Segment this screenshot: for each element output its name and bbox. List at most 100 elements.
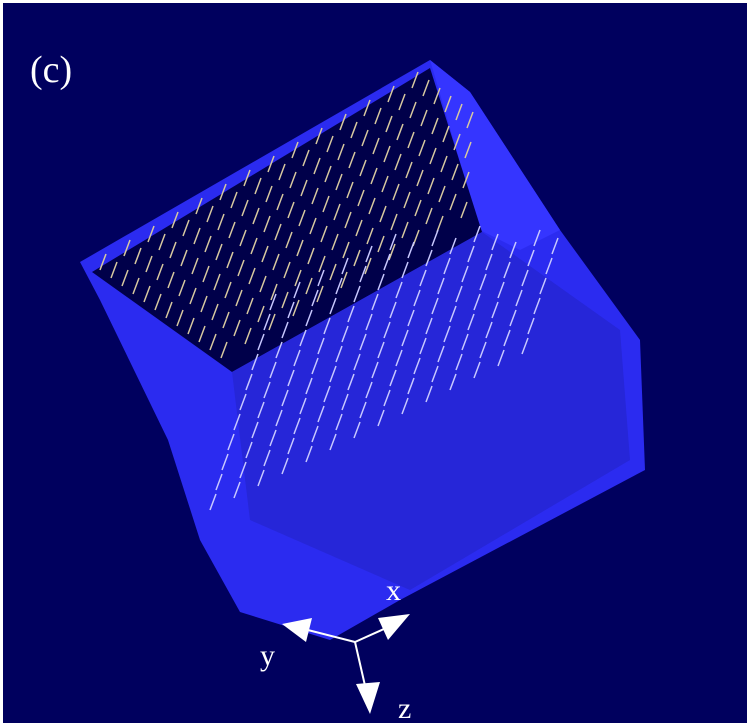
arrow — [392, 183, 400, 201]
arrow — [202, 265, 210, 283]
arrow — [527, 249, 535, 267]
arrow — [251, 421, 259, 439]
arrow — [409, 101, 417, 119]
arrow — [298, 209, 306, 227]
arrow — [287, 301, 295, 319]
arrow — [299, 329, 307, 347]
arrow — [248, 267, 256, 285]
arrow — [383, 389, 391, 407]
arrow — [425, 207, 433, 225]
y-axis-line — [299, 627, 356, 643]
arrow — [269, 293, 277, 311]
arrow — [309, 217, 317, 235]
arrow — [233, 481, 241, 499]
arrow — [275, 341, 283, 359]
arrow — [251, 353, 259, 371]
arrow — [419, 337, 427, 355]
arrow — [257, 333, 265, 351]
arrow — [245, 373, 253, 391]
arrow — [145, 255, 153, 273]
arrow — [132, 277, 140, 295]
arrow — [263, 215, 271, 233]
arrow — [143, 285, 151, 303]
arrow — [215, 243, 223, 261]
arrow — [353, 285, 361, 303]
arrow — [363, 99, 371, 117]
arrow — [305, 309, 313, 327]
arrow — [281, 321, 289, 339]
arrow — [521, 269, 529, 287]
arrow — [387, 85, 395, 103]
arrow — [491, 301, 499, 319]
arrow — [449, 237, 457, 255]
arrow — [227, 433, 235, 451]
arrow — [371, 293, 379, 311]
arrow — [443, 257, 451, 275]
axis-triad: x y z — [260, 574, 411, 725]
arrow — [291, 141, 299, 159]
arrow — [193, 227, 201, 245]
arrow — [395, 349, 403, 367]
arrow — [165, 301, 173, 319]
arrow — [206, 205, 214, 223]
z-arrowhead — [356, 682, 380, 714]
arrow — [396, 123, 404, 141]
arrow — [449, 193, 457, 211]
arrow — [347, 305, 355, 323]
arrow — [420, 109, 428, 127]
arrow — [407, 241, 415, 259]
arrow — [359, 265, 367, 283]
arrow — [372, 137, 380, 155]
arrow — [335, 413, 343, 431]
arrow — [374, 107, 382, 125]
arrow — [254, 177, 262, 195]
arrow — [209, 493, 217, 511]
arrow — [467, 313, 475, 331]
arrow — [403, 191, 411, 209]
arrow — [257, 401, 265, 419]
arrow — [401, 261, 409, 279]
arrow — [467, 245, 475, 263]
arrow — [431, 365, 439, 383]
arrow — [211, 303, 219, 321]
arrow — [313, 157, 321, 175]
arrow — [497, 281, 505, 299]
arrow — [366, 227, 374, 245]
arrow — [221, 453, 229, 471]
arrow — [394, 153, 402, 171]
x-arrowhead — [378, 614, 410, 640]
arrow — [154, 293, 162, 311]
arrow — [398, 93, 406, 111]
arrow — [171, 211, 179, 229]
arrow — [311, 289, 319, 307]
arrow — [274, 223, 282, 241]
arrow — [383, 145, 391, 163]
arrow — [455, 353, 463, 371]
arrow — [365, 245, 373, 263]
arrow — [381, 175, 389, 193]
arrow — [195, 197, 203, 215]
arrow — [437, 277, 445, 295]
arrow — [551, 237, 559, 255]
arrow — [315, 127, 323, 145]
arrow — [278, 163, 286, 181]
arrow — [241, 199, 249, 217]
arrow — [368, 197, 376, 215]
arrow — [473, 225, 481, 243]
arrow — [294, 269, 302, 287]
arrow — [293, 417, 301, 435]
arrow — [377, 409, 385, 427]
arrow — [307, 247, 315, 265]
arrow — [418, 139, 426, 157]
arrow — [341, 257, 349, 275]
arrow — [246, 297, 254, 315]
arrow — [357, 189, 365, 207]
arrow — [335, 277, 343, 295]
arrow — [296, 239, 304, 257]
arrow — [389, 233, 397, 251]
arrow — [353, 249, 361, 267]
arrow — [134, 247, 142, 265]
arrow — [533, 229, 541, 247]
arrow — [333, 203, 341, 221]
arrow — [156, 263, 164, 281]
